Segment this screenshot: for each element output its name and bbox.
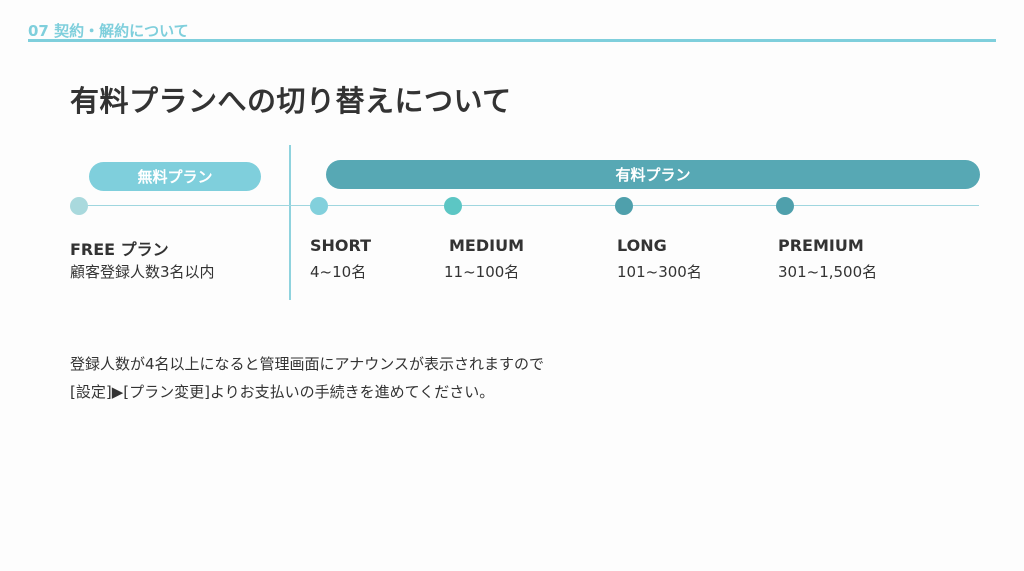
section-label: 07 契約・解約について: [28, 22, 189, 40]
note-line-1: 登録人数が4名以上になると管理画面にアナウンスが表示されますので: [70, 355, 544, 373]
plan-name-short: SHORT: [310, 236, 372, 255]
plan-name-long: LONG: [617, 236, 667, 255]
section-divider: [28, 39, 996, 42]
plan-dot-free: [70, 197, 88, 215]
plan-dot-medium: [444, 197, 462, 215]
plan-dot-short: [310, 197, 328, 215]
plan-name-free: FREE プラン: [70, 240, 169, 259]
plan-dot-premium: [776, 197, 794, 215]
free-plan-pill: 無料プラン: [89, 162, 261, 191]
page-title: 有料プランへの切り替えについて: [70, 84, 512, 118]
plan-desc-premium: 301~1,500名: [778, 263, 878, 281]
plan-dot-long: [615, 197, 633, 215]
plan-timeline: [79, 205, 979, 206]
note-line-2: [設定]▶[プラン変更]よりお支払いの手続きを進めてください。: [70, 383, 495, 401]
plan-desc-short: 4~10名: [310, 263, 367, 281]
plan-desc-free: 顧客登録人数3名以内: [70, 263, 215, 281]
plan-desc-long: 101~300名: [617, 263, 702, 281]
plan-group-divider: [289, 145, 291, 300]
plan-name-premium: PREMIUM: [778, 236, 864, 255]
paid-plan-pill: 有料プラン: [326, 160, 980, 189]
plan-desc-medium: 11~100名: [444, 263, 520, 281]
plan-name-medium: MEDIUM: [449, 236, 524, 255]
